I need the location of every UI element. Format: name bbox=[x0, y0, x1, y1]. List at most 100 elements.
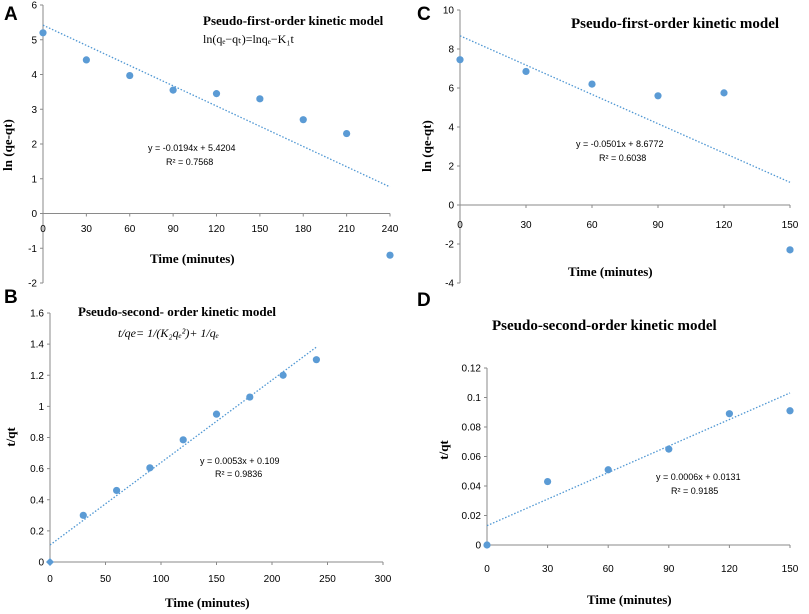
x-tick-label: 60 bbox=[124, 224, 136, 235]
data-point bbox=[212, 90, 221, 98]
y-tick-label: 0.4 bbox=[30, 495, 44, 506]
y-tick-label: 4 bbox=[31, 70, 37, 81]
y-axis-label: ln (qe-qt) bbox=[0, 119, 15, 171]
x-tick-label: 30 bbox=[542, 564, 554, 575]
x-axis-label: Time (minutes) bbox=[150, 251, 235, 266]
y-tick-label: 1 bbox=[38, 402, 44, 413]
y-tick-label: 0 bbox=[38, 558, 44, 569]
data-point bbox=[604, 466, 612, 474]
data-point bbox=[588, 80, 596, 88]
data-point bbox=[179, 436, 187, 444]
regression-equation: y = 0.0053x + 0.109 bbox=[200, 456, 280, 466]
data-point bbox=[256, 95, 264, 103]
data-point bbox=[522, 67, 530, 76]
x-tick-label: 0 bbox=[484, 564, 490, 575]
y-tick-label: -2 bbox=[28, 279, 37, 290]
y-tick-label: -4 bbox=[445, 279, 454, 290]
y-tick-label: 0.6 bbox=[30, 464, 44, 475]
y-tick-label: 3 bbox=[31, 105, 37, 116]
data-point bbox=[386, 251, 394, 259]
x-tick-label: 90 bbox=[663, 564, 675, 575]
data-point bbox=[786, 246, 794, 254]
x-tick-label: 0 bbox=[457, 220, 463, 231]
data-point bbox=[246, 393, 254, 401]
y-tick-label: 0.02 bbox=[462, 511, 482, 522]
y-tick-label: 0.12 bbox=[462, 364, 482, 375]
x-tick-label: 150 bbox=[208, 574, 225, 585]
chart-title: Pseudo-first-order kinetic model bbox=[571, 16, 779, 32]
y-tick-label: 0.04 bbox=[462, 482, 482, 493]
x-tick-label: 100 bbox=[153, 574, 170, 585]
data-point bbox=[483, 541, 491, 549]
y-tick-label: 0.06 bbox=[462, 452, 482, 463]
r-squared: R² = 0.9836 bbox=[215, 469, 262, 479]
chart-title: Pseudo-second-order kinetic model bbox=[492, 318, 717, 334]
y-tick-label: 0 bbox=[448, 201, 454, 212]
x-tick-label: 60 bbox=[586, 220, 598, 231]
x-axis-label: Time (minutes) bbox=[587, 592, 672, 607]
panel-letter: B bbox=[4, 287, 18, 308]
x-tick-label: 120 bbox=[721, 564, 738, 575]
data-point bbox=[544, 477, 552, 486]
trendline bbox=[486, 392, 791, 527]
y-axis-label: ln (qe-qt) bbox=[419, 120, 434, 172]
data-point bbox=[126, 71, 134, 80]
y-tick-label: -1 bbox=[28, 244, 37, 255]
y-tick-label: 8 bbox=[448, 45, 454, 56]
data-point bbox=[654, 92, 662, 100]
x-tick-label: 60 bbox=[603, 564, 615, 575]
x-tick-label: 150 bbox=[252, 224, 269, 235]
y-tick-label: 10 bbox=[443, 6, 455, 17]
y-axis-label: t/qt bbox=[3, 427, 18, 447]
r-squared: R² = 0.6038 bbox=[599, 153, 646, 163]
y-tick-label: 6 bbox=[448, 84, 454, 95]
y-tick-label: 0 bbox=[31, 209, 37, 220]
y-tick-label: 5 bbox=[31, 35, 37, 46]
data-point bbox=[39, 29, 47, 37]
x-tick-label: 90 bbox=[652, 220, 664, 231]
regression-equation: y = -0.0194x + 5.4204 bbox=[148, 143, 236, 153]
regression-equation: y = 0.0006x + 0.0131 bbox=[656, 472, 741, 482]
x-tick-label: 300 bbox=[375, 574, 392, 585]
x-tick-label: 50 bbox=[100, 574, 112, 585]
x-tick-label: 30 bbox=[81, 224, 93, 235]
data-point bbox=[720, 89, 728, 97]
data-point bbox=[146, 464, 154, 472]
x-tick-label: 30 bbox=[520, 220, 532, 231]
data-point bbox=[343, 129, 351, 138]
r-squared: R² = 0.9185 bbox=[671, 486, 718, 496]
trendline bbox=[459, 35, 791, 183]
x-axis-label: Time (minutes) bbox=[165, 595, 250, 610]
data-point bbox=[79, 511, 87, 519]
data-point bbox=[46, 558, 54, 566]
x-tick-label: 120 bbox=[716, 220, 733, 231]
panel-letter: C bbox=[417, 4, 431, 25]
y-tick-label: 1.2 bbox=[30, 371, 44, 382]
y-axis-label: t/qt bbox=[436, 440, 451, 460]
data-point bbox=[299, 116, 307, 124]
x-tick-label: 90 bbox=[168, 224, 180, 235]
y-tick-label: 4 bbox=[448, 123, 454, 134]
model-equation: t/qe= 1/(K₂qₑ²)+ 1/qₑ bbox=[118, 326, 219, 340]
x-tick-label: 150 bbox=[782, 220, 799, 231]
x-tick-label: 200 bbox=[264, 574, 281, 585]
y-tick-label: 6 bbox=[31, 1, 37, 12]
panel-letter: D bbox=[417, 290, 431, 311]
x-tick-label: 120 bbox=[208, 224, 225, 235]
data-point bbox=[312, 356, 320, 364]
data-point bbox=[82, 56, 90, 64]
y-tick-label: 2 bbox=[448, 162, 454, 173]
y-tick-label: 2 bbox=[31, 140, 37, 151]
y-tick-label: 1 bbox=[31, 174, 37, 185]
y-tick-label: 0.1 bbox=[467, 393, 481, 404]
panel-b: 0 0.2 0.4 0.6 0.8 1 1.2 1.4 1.6 0 50 100 150 200 250 30… bbox=[3, 287, 392, 610]
regression-equation: y = -0.0501x + 8.6772 bbox=[576, 139, 664, 149]
chart-title: Pseudo-second- order kinetic model bbox=[78, 304, 276, 319]
y-tick-label: 0.8 bbox=[30, 433, 44, 444]
x-tick-label: 250 bbox=[319, 574, 336, 585]
trendline bbox=[42, 24, 391, 188]
x-tick-label: 0 bbox=[40, 224, 46, 235]
